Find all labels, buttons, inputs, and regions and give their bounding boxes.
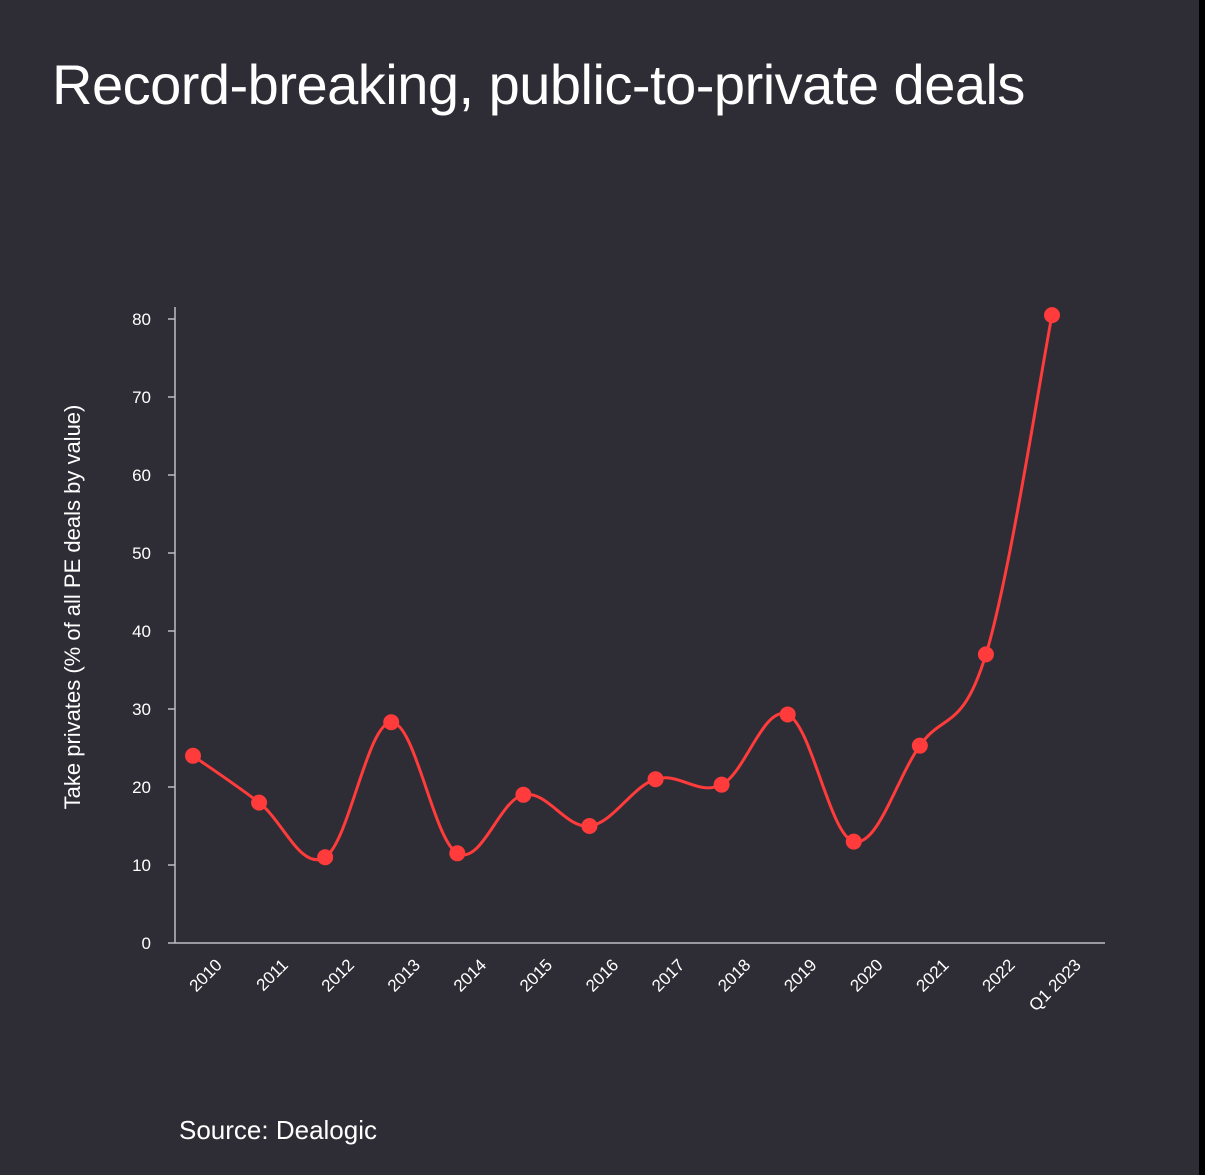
y-tick-label: 50 [132, 544, 151, 563]
y-axis-ticks: 0 10 20 30 40 50 60 70 80 [132, 310, 175, 953]
y-tick-label: 80 [132, 310, 151, 329]
y-tick-label: 70 [132, 388, 151, 407]
data-point-2017 [647, 771, 664, 788]
x-tick-label: 2012 [318, 955, 358, 995]
x-tick-label: 2018 [714, 955, 754, 995]
data-point-2010 [185, 747, 201, 764]
data-point-2013 [383, 714, 400, 731]
y-tick-label: 60 [132, 466, 151, 485]
data-points [185, 307, 1060, 866]
chart-axes [174, 307, 1105, 944]
data-point-2016 [581, 818, 598, 834]
source-note: Source: Dealogic [179, 1115, 377, 1145]
data-point-2014 [449, 845, 466, 862]
data-point-2012 [317, 849, 334, 866]
series-line [192, 314, 1054, 862]
x-tick-label: 2010 [186, 955, 226, 995]
x-tick-label: 2014 [450, 955, 490, 995]
x-tick-label: 2016 [582, 955, 622, 995]
data-point-2019 [779, 706, 796, 723]
data-point-2018 [713, 776, 730, 793]
y-tick-label: 0 [142, 934, 151, 953]
y-tick-label: 30 [132, 700, 151, 719]
x-tick-label: 2011 [253, 955, 292, 994]
x-tick-label: 2022 [979, 955, 1019, 995]
x-tick-label: 2020 [846, 955, 886, 995]
data-point-2020 [845, 833, 862, 850]
y-tick-label: 40 [132, 622, 151, 641]
x-tick-label: 2017 [648, 955, 688, 995]
x-tick-label: Q1 2023 [1025, 955, 1085, 1015]
data-point-2022 [977, 646, 994, 663]
y-tick-label: 20 [132, 778, 151, 797]
x-tick-label: 2021 [912, 955, 952, 995]
x-tick-label: 2013 [384, 955, 424, 995]
data-point-q1-2023 [1044, 307, 1060, 324]
data-point-2015 [515, 786, 532, 803]
data-point-2011 [251, 794, 268, 811]
x-tick-label: 2019 [780, 955, 820, 995]
y-tick-label: 10 [132, 856, 151, 875]
x-axis-ticks: 2010 2011 2012 2013 2014 2015 2016 2017 2018 2019… [186, 955, 1085, 1015]
data-point-2021 [911, 737, 928, 754]
window-edge [1199, 0, 1205, 1175]
x-tick-label: 2015 [516, 955, 556, 995]
chart-title: Record-breaking, public-to-private deals [52, 53, 1025, 116]
